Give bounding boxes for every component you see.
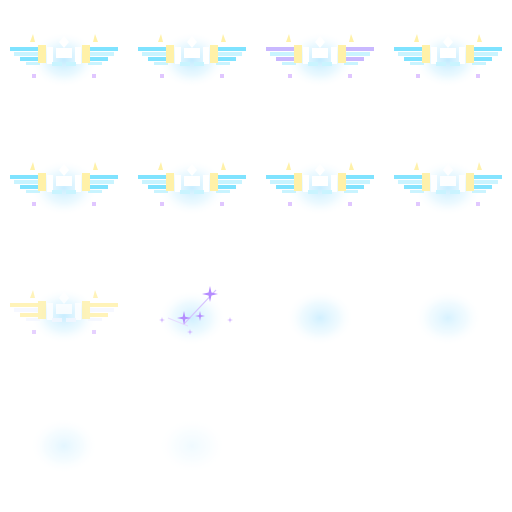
glow-orb (414, 32, 482, 88)
glow-orb (158, 290, 226, 346)
glow-orb (414, 290, 482, 346)
wing-sprite (10, 162, 118, 206)
glow-orb (414, 160, 482, 216)
sprite-frame-11 (256, 256, 384, 384)
glow-orb (30, 288, 98, 344)
sprite-frame-10 (128, 256, 256, 384)
wing-sprite (138, 34, 246, 78)
sparkle-burst (159, 286, 233, 335)
wing-sprite (266, 162, 374, 206)
wing-sprite (10, 34, 118, 78)
glow-orb (286, 160, 354, 216)
sprite-frame-7 (256, 128, 384, 256)
sprite-frame-2 (128, 0, 256, 128)
sprite-frame-8 (384, 128, 512, 256)
sprite-frame-1 (0, 0, 128, 128)
glow-orb (286, 290, 354, 346)
wing-sprite (10, 290, 118, 334)
sprite-frame-6 (128, 128, 256, 256)
glow-orb (158, 160, 226, 216)
wing-sprite (266, 34, 374, 78)
sprite-frame-16 (384, 384, 512, 512)
sprite-frame-3 (256, 0, 384, 128)
sprite-frame-15 (256, 384, 384, 512)
wing-sprite (394, 162, 502, 206)
sprite-frame-12 (384, 256, 512, 384)
wing-sprite (138, 162, 246, 206)
sprite-frame-5 (0, 128, 128, 256)
glow-orb (30, 32, 98, 88)
glow-orb (158, 32, 226, 88)
glow-orb (30, 160, 98, 216)
wing-sprite (394, 34, 502, 78)
sprite-frame-13 (0, 384, 128, 512)
glow-orb (30, 418, 98, 474)
sprite-frame-4 (384, 0, 512, 128)
sprite-frame-14 (128, 384, 256, 512)
glow-orb (286, 32, 354, 88)
glow-orb (158, 418, 226, 474)
sprite-frame-9 (0, 256, 128, 384)
